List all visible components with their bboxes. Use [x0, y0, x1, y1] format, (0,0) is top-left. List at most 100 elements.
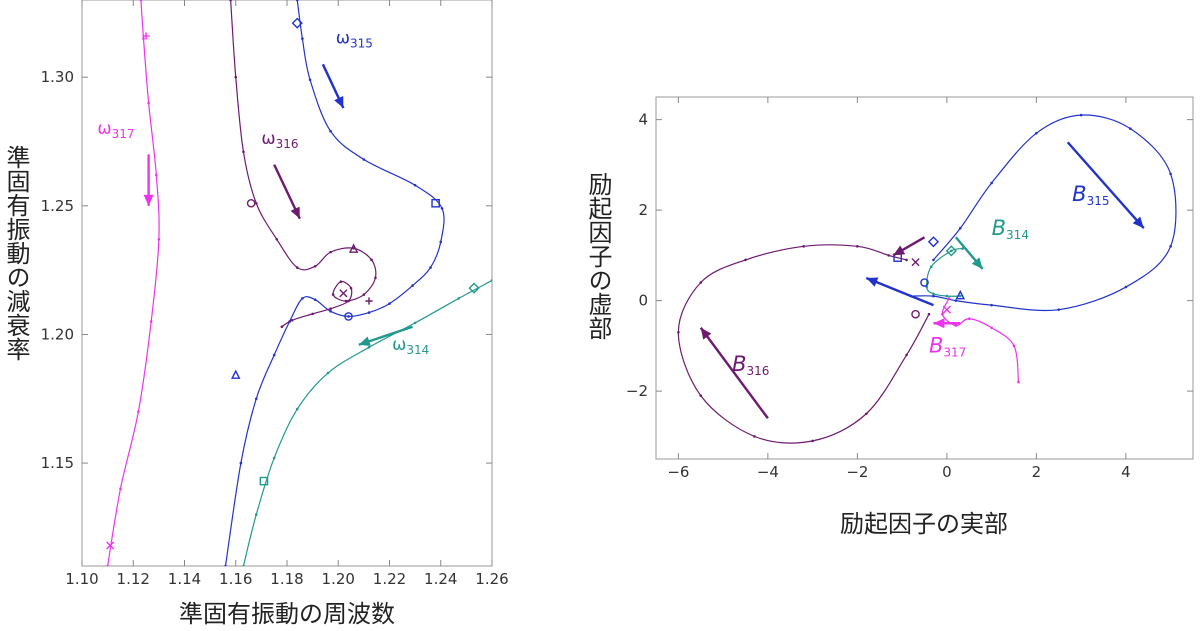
direction-arrow-shaft — [865, 276, 934, 307]
series-point — [155, 173, 158, 177]
series-label-sub: 317 — [112, 127, 135, 141]
marker-cross — [106, 541, 115, 550]
series-label-315: ω315 — [336, 29, 373, 51]
series-point — [224, 564, 227, 566]
series-point — [362, 293, 366, 296]
series-line-315 — [911, 114, 1177, 312]
marker-square — [259, 476, 269, 486]
x-tick-label: −2 — [846, 463, 868, 481]
axis-ticks-right: −6 −4 −2 0 2 4 −2 0 2 4 — [626, 97, 1193, 481]
series-point — [905, 353, 908, 357]
marker-circle — [911, 309, 920, 319]
series-point — [370, 258, 373, 262]
series-point — [139, 0, 143, 2]
direction-arrow-head — [866, 277, 879, 287]
series-group-left — [106, 0, 492, 566]
series-point — [753, 435, 756, 438]
series-point — [865, 412, 868, 416]
series-point — [440, 207, 444, 210]
series-label-316: B316 — [732, 352, 769, 378]
series-point — [699, 281, 703, 284]
series-point — [811, 439, 814, 443]
x-axis-label-right: 励起因子の実部 — [840, 510, 1008, 538]
series-point — [1124, 285, 1128, 289]
series-point — [1079, 113, 1083, 117]
series-point — [308, 78, 312, 82]
marker-plus — [365, 297, 373, 305]
series-point — [677, 331, 680, 334]
series-point — [905, 258, 908, 262]
series-point — [932, 294, 935, 298]
marker-cross — [339, 289, 348, 298]
series-point — [374, 276, 377, 280]
x-tick-label: 1.26 — [475, 570, 508, 588]
series-label-sub: 314 — [406, 343, 429, 357]
series-label-sub: 315 — [1087, 194, 1110, 208]
series-point — [329, 310, 332, 313]
series-point — [347, 299, 350, 303]
direction-arrow-head — [290, 206, 300, 219]
x-tick-label: −4 — [757, 463, 779, 481]
series-point — [490, 279, 492, 282]
series-point — [119, 487, 122, 491]
series-point — [254, 201, 258, 205]
series-point — [941, 312, 944, 316]
series-point — [413, 321, 417, 325]
arrows-group-right — [699, 141, 1145, 419]
y-tick-label: 2 — [638, 201, 648, 219]
series-point — [242, 150, 245, 154]
series-point — [411, 284, 414, 287]
markers-group-left — [106, 17, 480, 550]
marker-triangle — [348, 243, 359, 253]
y-tick-label: 1.20 — [41, 325, 74, 343]
direction-arrow-head — [143, 194, 154, 206]
direction-arrow-head — [971, 257, 983, 269]
series-point — [295, 266, 299, 269]
marker-diamond — [945, 245, 957, 257]
y-tick-label: 1.15 — [41, 454, 74, 472]
series-label-sub: 315 — [350, 37, 373, 51]
series-line-315 — [224, 0, 445, 566]
series-point — [311, 312, 314, 316]
direction-arrow-head — [1132, 216, 1144, 229]
series-point — [1169, 245, 1172, 248]
series-point — [947, 297, 951, 300]
series-point — [329, 129, 332, 133]
x-tick-label: 4 — [1121, 463, 1131, 481]
series-label-main: ω — [97, 119, 111, 139]
y-tick-label: −2 — [626, 382, 648, 400]
series-label-317: B317 — [929, 334, 966, 360]
series-point — [290, 319, 294, 322]
y-tick-label: 1.25 — [41, 197, 74, 215]
marker-plus — [142, 32, 150, 40]
series-point — [1035, 131, 1038, 135]
direction-arrow-shaft — [699, 327, 769, 419]
series-label-main: ω — [392, 335, 406, 355]
series-point — [331, 293, 335, 296]
series-point — [301, 37, 304, 40]
series-label-sub: 316 — [746, 364, 769, 378]
markers-group-right — [893, 236, 966, 319]
series-point — [1012, 344, 1016, 348]
series-label-sub: 317 — [943, 346, 966, 360]
series-label-main: ω — [336, 29, 350, 49]
chart-left: 1.10 1.12 1.14 1.16 1.18 1.20 1.22 1.24 1.26 1.15… — [2, 0, 509, 628]
y-tick-label: 1.30 — [41, 68, 74, 86]
series-point — [313, 264, 317, 268]
marker-diamond — [927, 236, 940, 248]
series-point — [280, 325, 284, 329]
series-point — [157, 237, 161, 241]
series-point — [802, 245, 805, 248]
series-point — [347, 315, 350, 318]
series-point — [239, 461, 243, 465]
series-point — [295, 407, 299, 411]
series-label-main: B — [929, 334, 943, 358]
x-tick-label: 1.18 — [270, 570, 303, 588]
series-point — [242, 564, 245, 566]
series-label-314: ω314 — [392, 335, 429, 357]
series-label-316: ω316 — [261, 129, 298, 151]
arrows-group-left — [143, 63, 413, 346]
x-tick-label: 1.12 — [117, 570, 150, 588]
